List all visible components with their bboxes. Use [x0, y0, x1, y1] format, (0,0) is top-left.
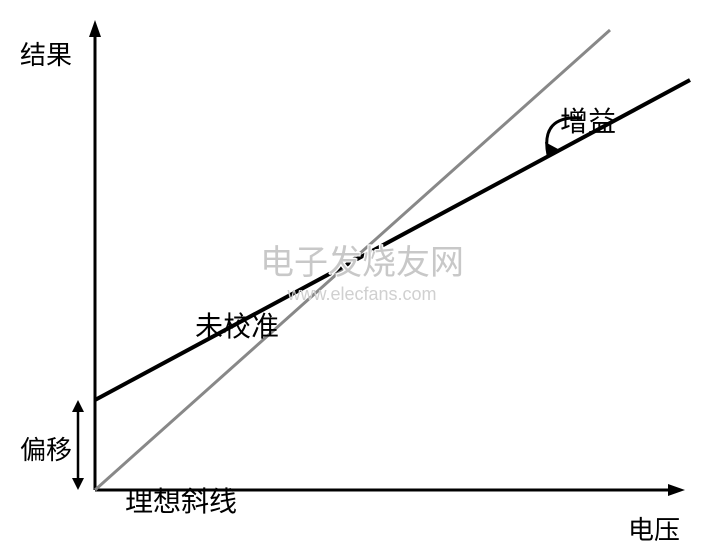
y-axis-arrow: [89, 20, 101, 37]
x-axis-arrow: [668, 484, 685, 496]
x-axis-label: 电压: [628, 510, 680, 547]
uncalibrated-annotation: 未校准: [195, 305, 279, 345]
offset-arrow-up: [72, 400, 84, 412]
ideal-line-annotation: 理想斜线: [125, 480, 237, 520]
calibration-chart: 结果 电压 偏移 未校准 理想斜线 增益 电子发烧友网 www.elecfans…: [0, 0, 705, 544]
gain-annotation: 增益: [560, 100, 616, 140]
offset-label: 偏移: [20, 430, 72, 467]
chart-svg: [0, 0, 705, 544]
offset-arrow-down: [72, 478, 84, 490]
y-axis-label: 结果: [20, 35, 72, 72]
